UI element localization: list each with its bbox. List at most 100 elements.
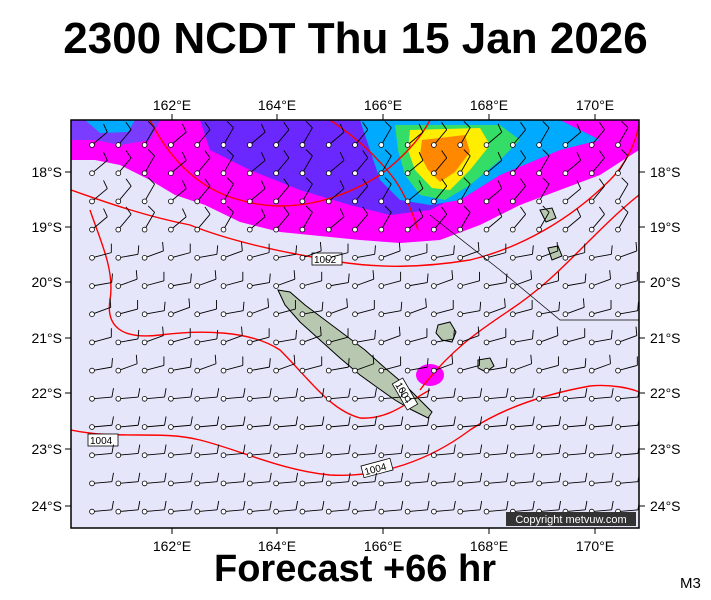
wind-station — [220, 452, 227, 459]
wind-barb-feather — [347, 358, 350, 368]
lon-label: 170°E — [576, 97, 614, 113]
wind-barb-staff — [144, 396, 165, 400]
wind-barb-staff — [538, 364, 559, 372]
wind-barb-feather — [269, 472, 272, 482]
wind-barb-feather — [451, 270, 454, 280]
wind-station — [352, 508, 358, 515]
wind-barb-feather — [542, 177, 550, 185]
wind-station — [404, 283, 411, 289]
wind-barb-staff — [380, 127, 392, 146]
wind-barb-staff — [118, 338, 139, 343]
wind-station — [273, 170, 279, 177]
wind-barb-feather — [520, 122, 527, 130]
wind-station — [615, 395, 621, 402]
wind-barb-staff — [196, 157, 211, 174]
wind-barb-staff — [91, 188, 108, 202]
wind-station — [299, 254, 306, 261]
wind-barb-feather — [204, 150, 211, 159]
wind-barb-staff — [302, 127, 313, 146]
wind-barb-staff — [433, 278, 453, 287]
wind-barb-staff — [328, 306, 348, 315]
isobar-1000 — [149, 120, 431, 207]
wind-barb-staff — [118, 363, 138, 372]
wind-barb-feather — [479, 444, 483, 454]
lat-label: 19°S — [31, 219, 62, 235]
isobar-ne — [329, 120, 419, 231]
wind-barb-staff — [381, 250, 401, 259]
wind-barb-feather — [453, 500, 456, 510]
wind-barb-staff — [197, 509, 218, 513]
wind-barb-staff — [328, 159, 345, 174]
wind-barb-feather — [295, 416, 299, 426]
wind-station — [404, 226, 411, 233]
wind-barb-feather — [305, 149, 313, 157]
wind-station — [89, 311, 95, 318]
wind-barb-feather — [497, 123, 503, 133]
wind-barb-staff — [407, 282, 428, 287]
wind-station — [431, 367, 437, 374]
wind-barb-staff — [276, 253, 296, 259]
wind-barb-staff — [433, 129, 448, 146]
wind-barb-feather — [242, 301, 245, 311]
wind-barb-staff — [223, 396, 244, 400]
wind-barb-feather — [584, 273, 587, 283]
wind-barb-staff — [565, 336, 585, 343]
wind-barb-staff — [486, 366, 507, 372]
wind-station — [141, 508, 148, 515]
wind-station — [352, 254, 358, 261]
wind-barb-staff — [196, 185, 211, 202]
wind-barb-staff — [223, 335, 243, 343]
isobar-label: 1004 — [90, 436, 113, 447]
wind-station — [247, 452, 253, 459]
lon-label: 166°E — [364, 538, 402, 554]
wind-barb-feather — [599, 206, 605, 215]
wind-barb-feather — [374, 245, 376, 255]
wind-station — [536, 226, 542, 233]
wind-barb-staff — [276, 481, 297, 484]
wind-barb-feather — [269, 444, 272, 454]
wind-barb-feather — [453, 472, 456, 482]
wind-barb-feather — [584, 388, 588, 398]
wind-barb-staff — [118, 481, 139, 484]
isobar-1002-north — [71, 124, 639, 267]
wind-barb-staff — [302, 364, 322, 372]
wind-barb-feather — [635, 241, 638, 251]
wind-station — [247, 367, 253, 374]
wind-barb-staff — [407, 188, 424, 202]
wind-barb-staff — [459, 212, 471, 230]
wind-barb-feather — [576, 151, 582, 161]
wind-station — [483, 170, 490, 177]
wind-barb-staff — [591, 453, 612, 456]
wind-barb-staff — [302, 509, 323, 513]
wind-barb-feather — [463, 205, 471, 213]
lat-labels-left: 18°S 19°S 20°S 21°S 22°S 23°S 24°S — [31, 164, 62, 514]
wind-station — [431, 480, 437, 487]
wind-barb-feather — [295, 444, 299, 454]
wind-barb-staff — [407, 509, 428, 513]
wind-station — [194, 226, 201, 233]
wind-barb-feather — [242, 388, 246, 398]
wind-barb-feather — [477, 326, 480, 336]
wind-station — [220, 226, 227, 233]
wind-barb-staff — [91, 336, 112, 343]
wind-barb-feather — [321, 472, 325, 482]
wind-station — [299, 508, 306, 515]
wind-barb-staff — [144, 250, 164, 259]
wind-barb-staff — [223, 212, 234, 230]
wind-barb-feather — [504, 298, 506, 308]
wind-station — [378, 283, 385, 289]
wind-barb-staff — [381, 509, 402, 513]
wind-barb-feather — [295, 329, 298, 339]
wind-barb-feather — [137, 388, 141, 398]
wind-barb-feather — [111, 388, 114, 398]
lat-label: 24°S — [650, 498, 681, 514]
wind-barb-staff — [91, 481, 112, 484]
wind-barb-staff — [381, 453, 402, 456]
wind-barb-feather — [182, 123, 187, 133]
wind-station — [431, 226, 437, 233]
wind-barb-staff — [275, 185, 290, 202]
wind-station — [220, 424, 227, 430]
wind-station — [378, 198, 385, 205]
wind-barb-staff — [591, 213, 605, 230]
wind-barb-staff — [512, 424, 533, 428]
